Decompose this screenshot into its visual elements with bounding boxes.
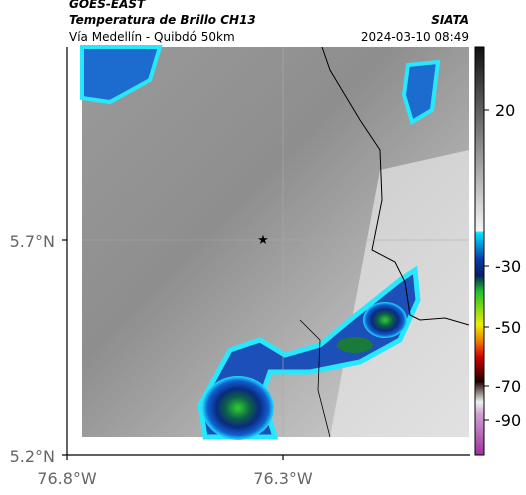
colorbar-tick-label: -90	[495, 411, 521, 430]
axes	[62, 47, 470, 460]
colorbar-tick-label: -30	[495, 257, 521, 276]
colorbar-tick-label: -50	[495, 318, 521, 337]
source: SIATA	[431, 13, 469, 27]
lon-label: 76.8°W	[37, 469, 97, 488]
colorbar-tick-label: 20	[495, 101, 515, 120]
lat-label: 5.7°N	[10, 232, 55, 251]
colorbar-ticks: 20 -30 -50 -70 -90	[484, 101, 521, 430]
colorbar-tick-label: -70	[495, 377, 521, 396]
svg-text:★: ★	[257, 233, 269, 248]
map-image: ★	[80, 45, 470, 440]
timestamp: 2024-03-10 08:49	[361, 30, 469, 44]
subtitle: Vía Medellín - Quibdó 50km	[69, 30, 235, 44]
satellite: GOES-EAST	[69, 0, 146, 11]
product: Temperatura de Brillo CH13	[69, 13, 256, 27]
colorbar	[474, 46, 485, 456]
lon-label: 76.3°W	[253, 469, 313, 488]
lat-label: 5.2°N	[10, 447, 55, 466]
